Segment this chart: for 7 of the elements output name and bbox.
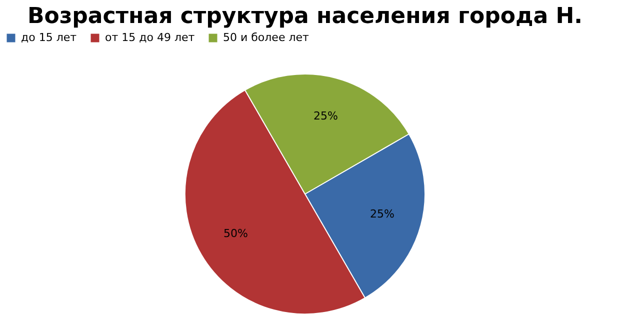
data-label: 25% bbox=[370, 208, 394, 221]
chart-title: Возрастная структура населения города Н. bbox=[28, 4, 582, 29]
data-label: 50% bbox=[223, 227, 248, 240]
legend-label: 50 и более лет bbox=[223, 31, 310, 44]
legend-label: до 15 лет bbox=[21, 31, 78, 44]
data-label: 25% bbox=[313, 110, 338, 123]
legend-label: от 15 до 49 лет bbox=[105, 31, 196, 44]
